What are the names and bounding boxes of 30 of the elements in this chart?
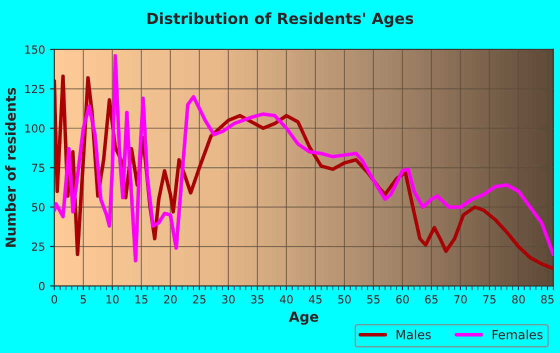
chart-title: Distribution of Residents' Ages — [147, 12, 414, 28]
x-tick-label: 55 — [367, 295, 380, 304]
x-tick-label: 30 — [222, 295, 235, 304]
x-tick-label: 50 — [338, 295, 351, 304]
y-tick-label: 50 — [32, 203, 45, 212]
x-tick-label: 15 — [136, 295, 148, 304]
y-tick-label: 100 — [25, 124, 45, 133]
y-tick-label: 125 — [25, 84, 44, 94]
x-tick-label: 80 — [512, 295, 525, 304]
x-axis-title: Age — [288, 312, 318, 325]
y-tick-label: 0 — [38, 282, 45, 290]
x-tick-label: 20 — [164, 295, 177, 304]
y-tick-label: 150 — [25, 45, 45, 54]
x-tick-label: 10 — [106, 295, 119, 304]
x-tick-label: 35 — [251, 295, 264, 304]
x-tick-label: 5 — [80, 295, 86, 304]
x-tick-label: 45 — [308, 295, 322, 304]
y-axis-title: Number of residents — [5, 88, 16, 247]
x-tick-label: 75 — [483, 295, 496, 304]
x-tick-label: 0 — [52, 295, 58, 304]
x-tick-label: 65 — [425, 295, 438, 304]
x-tick-label: 40 — [280, 295, 293, 304]
y-tick-label: 25 — [32, 242, 44, 251]
y-tick-label: 75 — [32, 164, 44, 172]
x-tick-label: 85 — [541, 295, 554, 304]
legend-label: Females — [492, 330, 543, 340]
legend-label: Males — [396, 330, 431, 340]
x-tick-label: 70 — [454, 295, 467, 304]
x-tick-label: 60 — [396, 295, 409, 304]
x-tick-label: 25 — [193, 295, 206, 304]
